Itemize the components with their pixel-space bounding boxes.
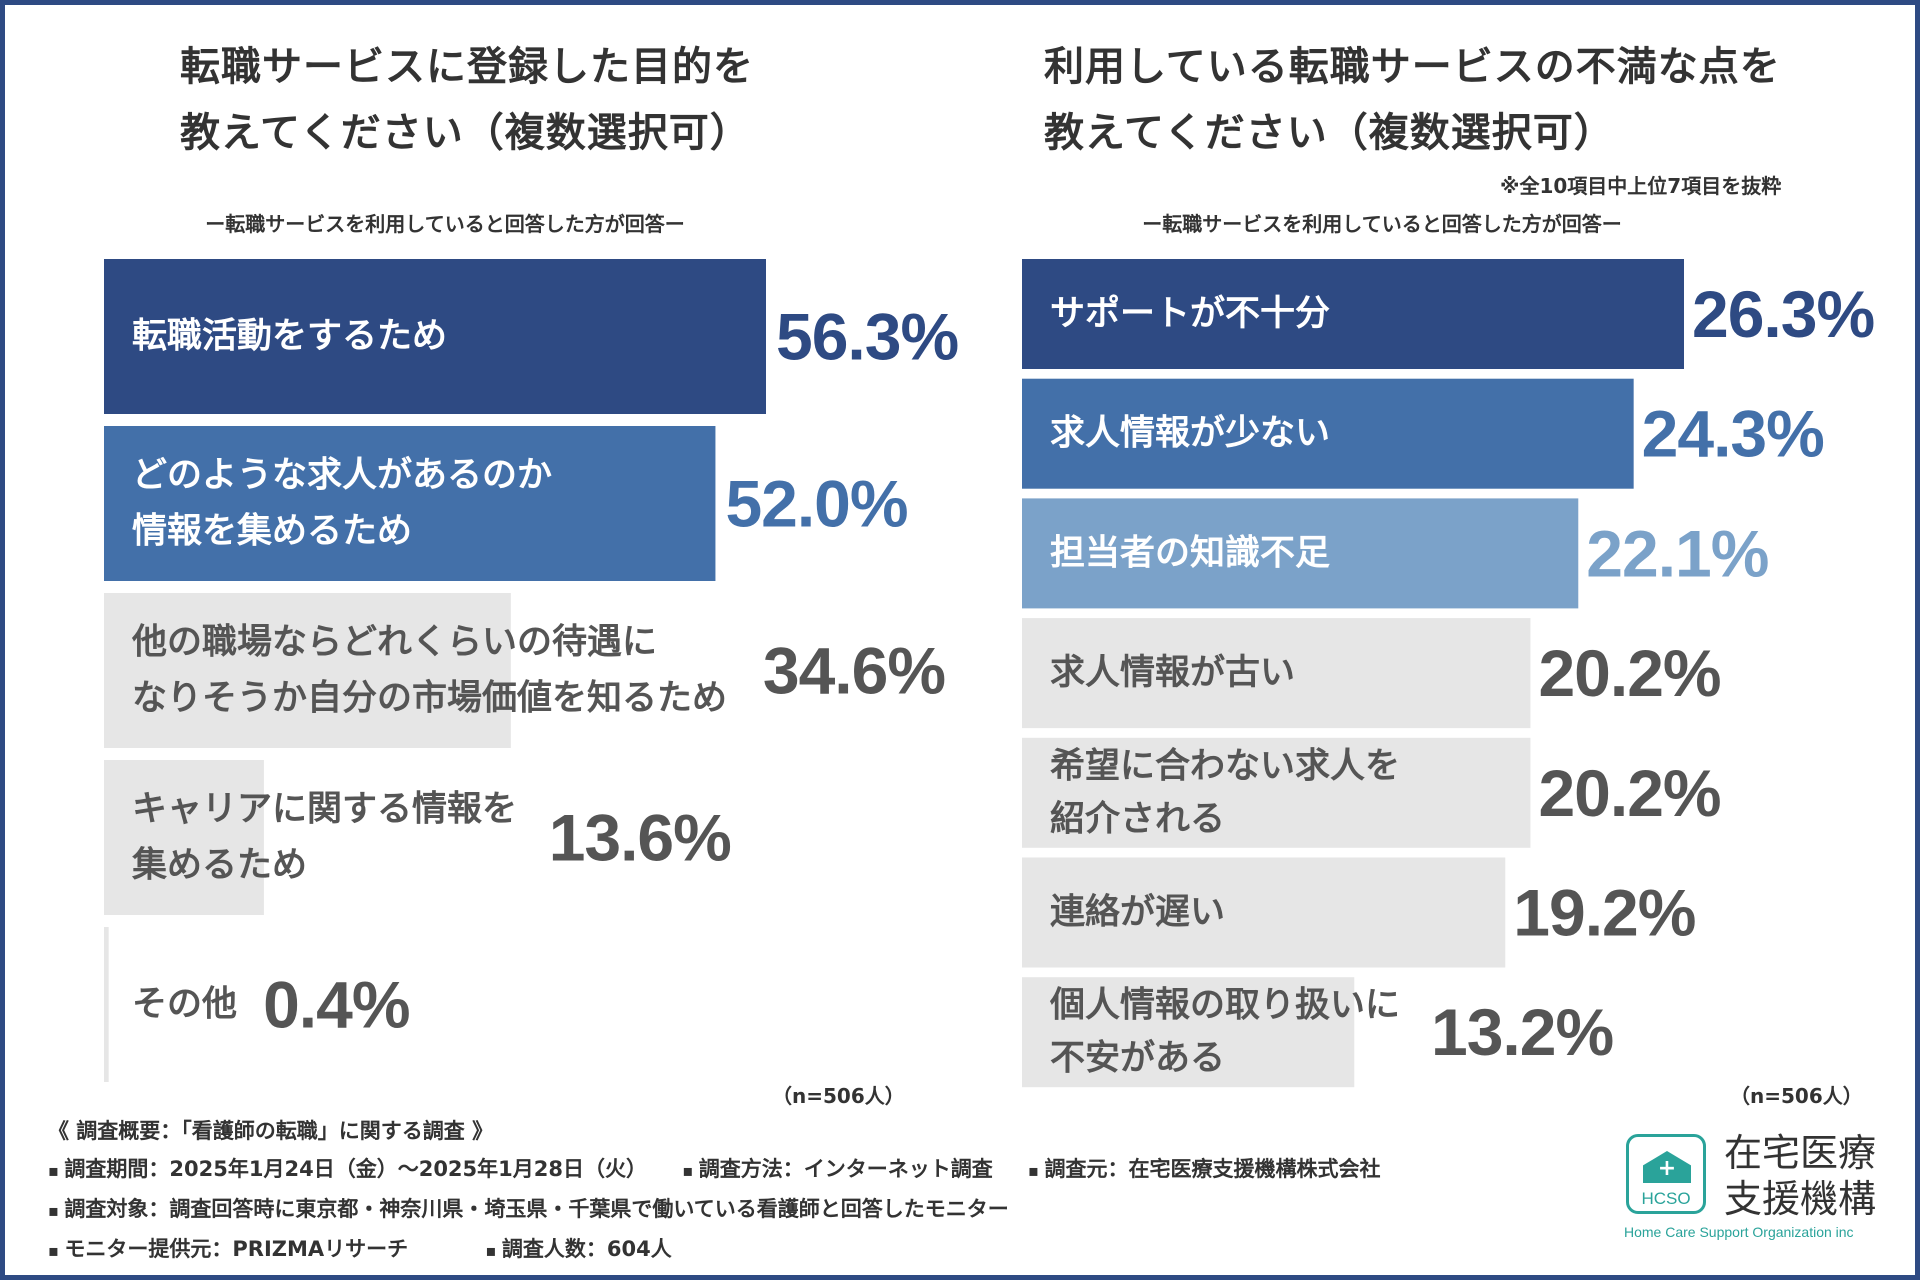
right-bar-3 [1022, 618, 1531, 729]
right-category-label-6-1: 不安がある [1050, 1039, 1225, 1079]
left-value-label-4: 0.4% [263, 968, 409, 1042]
survey-period: 調査期間：2025年1月24日（金）～2025年1月28日（火） [48, 1150, 647, 1190]
logo-company-name: 在宅医療 支援機構 [1724, 1130, 1876, 1222]
right-bar-5 [1022, 857, 1506, 968]
left-chart-title: 転職サービスに登録した目的を 教えてください（複数選択可） [180, 34, 754, 166]
left-bar-1 [104, 426, 716, 581]
survey-row-1: 調査期間：2025年1月24日（金）～2025年1月28日（火） 調査方法：イン… [48, 1150, 1408, 1190]
survey-row-2: 調査対象：調査回答時に東京都・神奈川県・埼玉県・千葉県で働いている看護師と回答し… [48, 1190, 1408, 1230]
survey-provider: モニター提供元：PRIZMAリサーチ [48, 1230, 408, 1270]
logo-name-line-1: 在宅医療 [1724, 1131, 1877, 1175]
left-category-label-3-1: 集めるため [131, 846, 307, 886]
right-value-label-0: 26.3% [1692, 277, 1874, 351]
left-bar-2 [104, 593, 511, 748]
right-category-label-3-0: 求人情報が古い [1050, 653, 1295, 693]
right-category-label-4-1: 紹介される [1050, 799, 1225, 839]
right-value-label-4: 20.2% [1538, 756, 1720, 830]
left-category-label-3-0: キャリアに関する情報を [132, 790, 517, 830]
house-cross-icon: + HCSO [1626, 1134, 1706, 1214]
survey-target: 調査対象：調査回答時に東京都・神奈川県・埼玉県・千葉県で働いている看護師と回答し… [48, 1190, 1008, 1230]
right-category-label-1-0: 求人情報が少ない [1050, 414, 1330, 454]
right-category-label-4-0: 希望に合わない求人を [1050, 746, 1400, 786]
left-category-label-1-0: どのような求人があるのか [132, 456, 552, 496]
right-chart-note: ※全10項目中上位7項目を抜粋 [1500, 174, 1782, 198]
right-chart-subtitle: ー転職サービスを利用していると回答した方が回答ー [1142, 212, 1622, 236]
cross-icon: + [1657, 1156, 1677, 1181]
left-value-label-2: 34.6% [763, 634, 945, 708]
left-value-label-0: 56.3% [776, 300, 958, 374]
logo-abbreviation: HCSO [1641, 1189, 1691, 1208]
survey-heading: 《 調査概要：「看護師の転職」に関する調査 》 [48, 1119, 494, 1143]
right-value-label-3: 20.2% [1538, 636, 1720, 710]
logo-english-name: Home Care Support Organization inc [1624, 1224, 1854, 1240]
left-category-label-1-1: 情報を集めるため [132, 512, 412, 552]
left-title-line-1: 転職サービスに登録した目的を [180, 44, 754, 90]
survey-method: 調査方法：インターネット調査 [682, 1150, 993, 1190]
survey-summary: 《 調査概要：「看護師の転職」に関する調査 》 調査期間：2025年1月24日（… [48, 1112, 1408, 1270]
left-chart-subtitle: ー転職サービスを利用していると回答した方が回答ー [205, 212, 685, 236]
left-title-line-2: 教えてください（複数選択可） [180, 110, 751, 156]
right-bar-6 [1022, 977, 1355, 1088]
logo-name-line-2: 支援機構 [1724, 1177, 1877, 1221]
left-category-label-4-0: その他 [132, 985, 237, 1025]
left-value-label-1: 52.0% [725, 467, 907, 541]
left-bar-4 [104, 927, 109, 1082]
right-bar-4 [1022, 737, 1531, 848]
right-bar-1 [1022, 378, 1634, 489]
right-value-label-1: 24.3% [1642, 397, 1824, 471]
left-category-label-2-0: 他の職場ならどれくらいの待遇に [131, 623, 657, 663]
right-chart-title: 利用している転職サービスの不満な点を 教えてください（複数選択可） [1044, 34, 1781, 166]
right-value-label-6: 13.2% [1431, 995, 1613, 1069]
left-category-label-0-0: 転職活動をするため [132, 317, 447, 357]
survey-source: 調査元：在宅医療支援機構株式会社 [1028, 1150, 1380, 1190]
left-value-label-3: 13.6% [549, 801, 731, 875]
right-value-label-2: 22.1% [1586, 516, 1768, 590]
right-category-label-5-0: 連絡が遅い [1050, 893, 1225, 933]
right-sample-size: （n=506人） [1730, 1084, 1863, 1108]
right-category-label-6-0: 個人情報の取り扱いに [1049, 986, 1400, 1026]
right-bar-0 [1022, 259, 1684, 369]
right-title-line-2: 教えてください（複数選択可） [1044, 110, 1615, 156]
right-bar-2 [1022, 498, 1579, 609]
survey-row-3: モニター提供元：PRIZMAリサーチ 調査人数：604人 [48, 1230, 1408, 1270]
left-bar-0 [104, 259, 766, 414]
survey-count: 調査人数：604人 [486, 1230, 672, 1270]
right-category-label-0-0: サポートが不十分 [1050, 293, 1330, 334]
left-bar-3 [104, 760, 264, 915]
right-title-line-1: 利用している転職サービスの不満な点を [1044, 44, 1781, 90]
left-sample-size: （n=506人） [772, 1084, 905, 1108]
right-value-label-5: 19.2% [1513, 876, 1695, 950]
right-category-label-2-0: 担当者の知識不足 [1050, 533, 1330, 573]
left-category-label-2-1: なりそうか自分の市場価値を知るため [132, 679, 727, 719]
company-logo: + HCSO 在宅医療 支援機構 Home Care Support Organ… [1624, 1130, 1894, 1250]
